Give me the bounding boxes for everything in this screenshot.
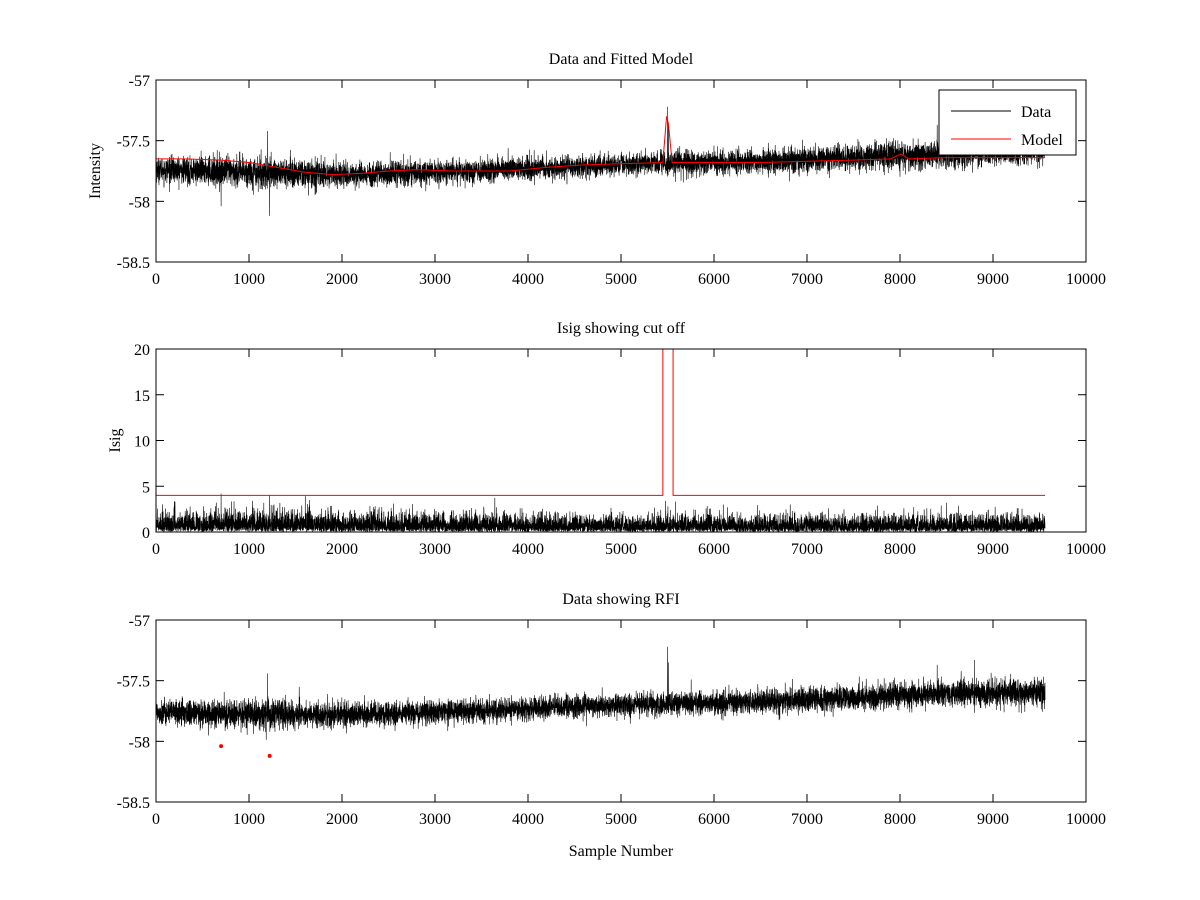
- chart-title-bottom: Data showing RFI: [562, 591, 679, 608]
- x-tick-label: 2000: [326, 271, 358, 288]
- plot-layer-middle: [156, 349, 1046, 532]
- series-model-top: [156, 116, 1046, 176]
- y-tick-label: 10: [134, 434, 150, 451]
- y-tick-label: 20: [134, 342, 150, 359]
- chart-bottom: 0 1000 2000 3000 4000 5000 6000 7000 8000 9000 100…: [117, 591, 1106, 860]
- x-tick-label: 6000: [698, 811, 730, 828]
- x-tick-label: 5000: [605, 811, 637, 828]
- x-tick-label: 5000: [605, 541, 637, 558]
- x-tick-label: 9000: [977, 811, 1009, 828]
- x-tick-label: 1000: [233, 811, 265, 828]
- x-tick-label: 8000: [884, 271, 916, 288]
- y-axis-label-top: Intensity: [87, 143, 104, 199]
- x-tick-label: 0: [152, 271, 160, 288]
- y-tick-label: -57.5: [117, 674, 150, 691]
- x-axis-label-bottom: Sample Number: [569, 843, 674, 860]
- rfi-marker-1: [267, 753, 272, 758]
- x-tick-label: 0: [152, 541, 160, 558]
- x-tick-label: 2000: [326, 541, 358, 558]
- x-tick-label: 10000: [1066, 271, 1106, 288]
- y-tick-label: 15: [134, 388, 150, 405]
- legend-label-model: Model: [1021, 132, 1063, 149]
- y-tick-label: -57.5: [117, 134, 150, 151]
- x-tick-label: 10000: [1066, 541, 1106, 558]
- x-tick-label: 4000: [512, 541, 544, 558]
- x-tick-label: 3000: [419, 811, 451, 828]
- x-tick-label: 8000: [884, 541, 916, 558]
- plot-layer-bottom: [156, 646, 1046, 758]
- chart-title-top: Data and Fitted Model: [549, 51, 694, 68]
- x-tick-label: 6000: [698, 271, 730, 288]
- x-tick-label: 3000: [419, 271, 451, 288]
- y-tick-label: -58.5: [117, 255, 150, 272]
- x-tick-label: 7000: [791, 811, 823, 828]
- x-tick-label: 2000: [326, 811, 358, 828]
- series-data-bottom: [156, 646, 1046, 740]
- y-tick-label: 0: [142, 525, 150, 542]
- chart-top: 0 1000 2000 3000 4000 5000 6000 7000 8000 9000 100…: [87, 51, 1106, 288]
- x-tick-label: 5000: [605, 271, 637, 288]
- legend: Data Model: [938, 89, 1077, 156]
- x-tick-label: 9000: [977, 541, 1009, 558]
- legend-box: [938, 89, 1077, 156]
- y-tick-label: -58: [129, 734, 150, 751]
- y-tick-label: -58: [129, 194, 150, 211]
- chart-middle: 0 1000 2000 3000 4000 5000 6000 7000 8000 9000 100…: [107, 320, 1106, 558]
- x-tick-label: 7000: [791, 541, 823, 558]
- rfi-marker-0: [219, 744, 224, 749]
- y-axis-label-middle: Isig: [107, 429, 124, 453]
- plot-layer-top: [156, 106, 1046, 216]
- x-tick-label: 6000: [698, 541, 730, 558]
- x-tick-label: 1000: [233, 271, 265, 288]
- x-tick-label: 4000: [512, 271, 544, 288]
- x-tick-label: 9000: [977, 271, 1009, 288]
- y-tick-label: -57: [129, 613, 150, 630]
- series-data-middle: [156, 493, 1046, 532]
- x-tick-label: 0: [152, 811, 160, 828]
- legend-label-data: Data: [1021, 104, 1051, 121]
- y-tick-label: -57: [129, 73, 150, 90]
- x-tick-label: 4000: [512, 811, 544, 828]
- y-tick-label: 5: [142, 479, 150, 496]
- series-model-middle: [156, 349, 1046, 496]
- x-tick-label: 10000: [1066, 811, 1106, 828]
- x-tick-label: 8000: [884, 811, 916, 828]
- x-tick-label: 1000: [233, 541, 265, 558]
- y-tick-label: -58.5: [117, 795, 150, 812]
- plot-area-middle: [156, 349, 1086, 532]
- x-tick-label: 3000: [419, 541, 451, 558]
- x-tick-label: 7000: [791, 271, 823, 288]
- series-data-top: [156, 106, 1046, 216]
- chart-title-middle: Isig showing cut off: [557, 320, 686, 337]
